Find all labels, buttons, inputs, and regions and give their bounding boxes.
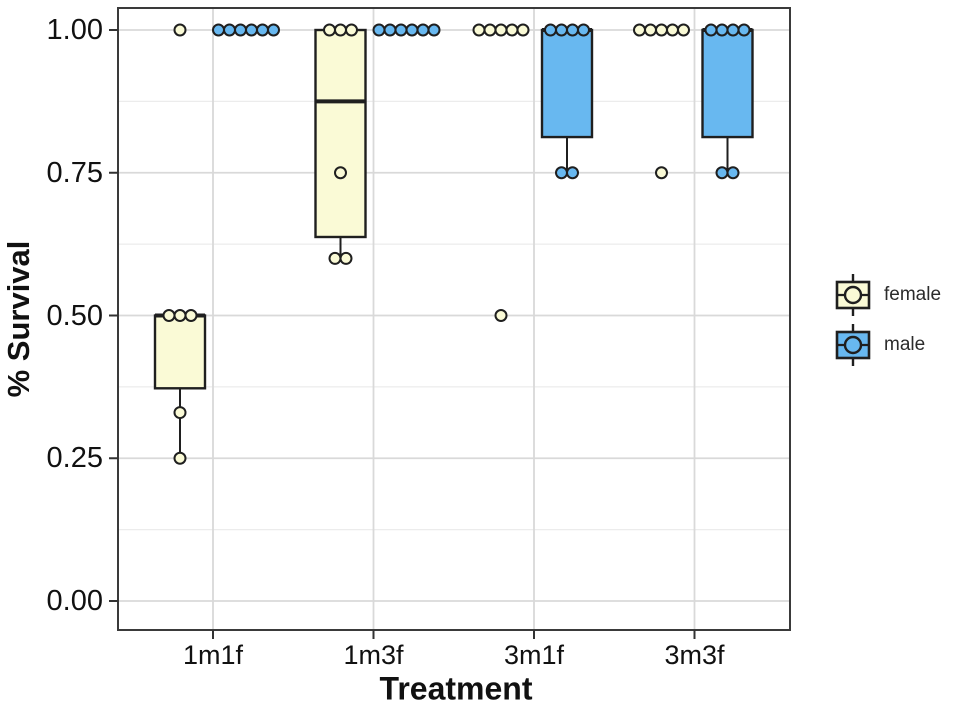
data-point-female-3m1f (494, 309, 508, 322)
data-point-male-1m3f (427, 23, 441, 37)
boxplot-box-male-3m1f (540, 28, 594, 139)
x-tick-label-1m3f: 1m3f (343, 640, 404, 670)
data-point-male-3m3f (704, 23, 718, 37)
data-point-male-1m3f (383, 23, 397, 37)
data-point-male-3m3f (715, 166, 729, 180)
data-point-female-1m1f (173, 451, 187, 465)
data-point-male-1m3f (405, 23, 419, 37)
y-tick-label-1.00: 1.00 (46, 14, 103, 46)
data-point-male-3m1f (555, 23, 568, 37)
plot-panel-border (117, 7, 791, 631)
boxplot-box-female-1m1f (153, 314, 207, 390)
y-tick-label-0.00: 0.00 (46, 585, 103, 617)
data-point-male-1m1f (223, 23, 236, 37)
legend-item-female: female (834, 272, 941, 318)
data-point-male-3m1f (566, 23, 579, 37)
data-point-male-1m1f (212, 23, 225, 37)
x-tick-label-1m1f: 1m1f (182, 640, 244, 670)
data-point-female-1m3f (339, 251, 353, 265)
legend: female male (834, 272, 941, 368)
boxplot-box-female-1m3f (314, 28, 367, 239)
data-point-female-3m1f (472, 23, 486, 37)
data-point-male-3m3f (726, 23, 740, 37)
data-point-male-3m1f (544, 23, 557, 37)
legend-key-female-boxplot-icon (835, 274, 871, 316)
y-tick-label-0.75: 0.75 (46, 156, 103, 189)
data-point-female-3m3f (677, 23, 690, 37)
data-point-male-1m1f (245, 23, 258, 37)
legend-label-male: male (884, 334, 926, 355)
legend-label-female: female (884, 284, 942, 305)
y-tick-label-0.50: 0.50 (46, 299, 103, 332)
data-point-female-3m3f (655, 166, 668, 180)
data-point-male-3m3f (726, 166, 740, 180)
data-point-male-1m1f (267, 23, 280, 37)
legend-key-male-boxplot-icon (835, 324, 871, 366)
x-tick-label-3m1f: 3m1f (503, 640, 565, 670)
x-axis-title: Treatment (379, 670, 533, 707)
data-point-female-1m3f (334, 23, 347, 37)
data-point-female-3m1f (494, 23, 508, 37)
data-point-male-3m3f (715, 23, 729, 37)
data-point-female-1m1f (173, 406, 187, 420)
data-point-female-1m3f (334, 166, 347, 180)
data-point-male-1m3f (372, 23, 386, 37)
data-point-male-3m1f (566, 166, 579, 180)
data-point-female-1m3f (323, 23, 336, 37)
data-point-female-3m3f (644, 23, 657, 37)
data-point-female-1m1f (184, 309, 198, 322)
data-point-female-1m3f (345, 23, 358, 37)
data-point-male-1m3f (394, 23, 408, 37)
data-point-female-3m1f (505, 23, 519, 37)
data-point-male-3m1f (555, 166, 568, 180)
legend-item-male: male (834, 322, 941, 368)
data-point-male-3m3f (737, 23, 751, 37)
data-point-female-3m3f (633, 23, 646, 37)
y-tick-label-0.25: 0.25 (46, 442, 103, 475)
data-point-female-1m1f (173, 23, 187, 37)
data-point-female-3m3f (666, 23, 679, 37)
data-point-female-3m1f (516, 23, 530, 37)
data-point-male-1m1f (234, 23, 247, 37)
data-point-female-3m3f (655, 23, 668, 37)
data-point-female-1m1f (173, 309, 187, 322)
data-point-male-3m1f (577, 23, 590, 37)
data-point-female-1m3f (328, 251, 342, 265)
boxplot-box-male-3m3f (701, 28, 754, 139)
data-point-male-1m1f (256, 23, 269, 37)
data-point-female-1m1f (162, 309, 176, 322)
data-point-female-3m1f (483, 23, 497, 37)
data-point-male-1m3f (416, 23, 430, 37)
x-tick-label-3m3f: 3m3f (664, 640, 725, 670)
